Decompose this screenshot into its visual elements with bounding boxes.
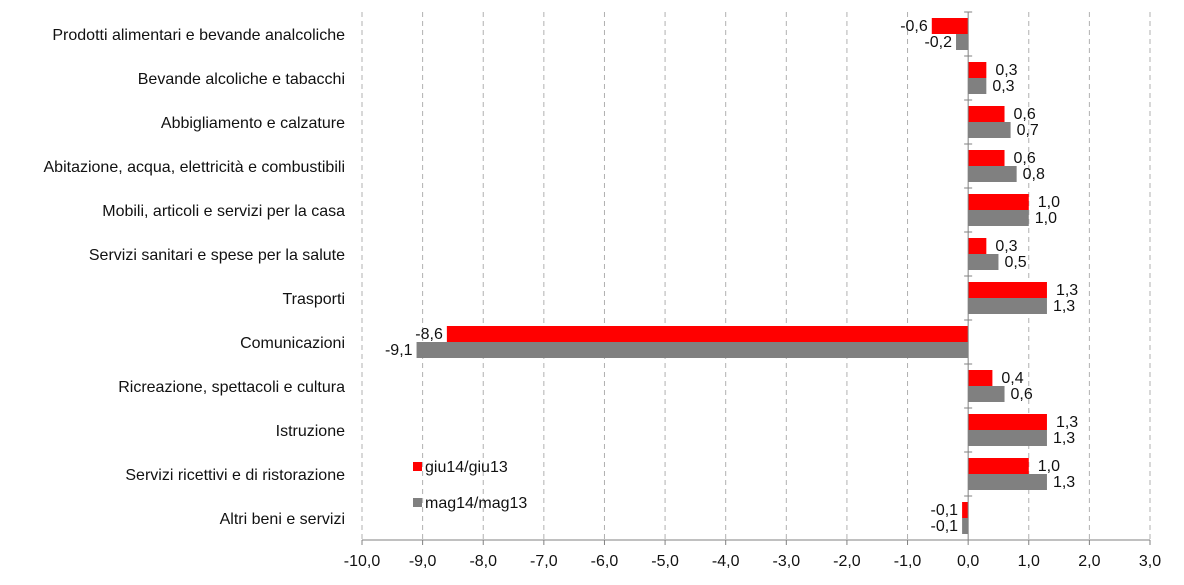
legend-swatch-giu14-giu13 bbox=[413, 462, 422, 471]
data-label: -0,1 bbox=[931, 502, 959, 519]
x-tick-label: -7,0 bbox=[530, 553, 558, 570]
data-label: -0,6 bbox=[900, 18, 928, 35]
bar-mag14-mag13 bbox=[968, 78, 987, 94]
bar-giu14-giu13 bbox=[968, 238, 987, 254]
category-label: Bevande alcoliche e tabacchi bbox=[138, 71, 345, 88]
x-tick-label: -6,0 bbox=[591, 553, 619, 570]
x-tick-label: 0,0 bbox=[957, 553, 979, 570]
legend-label-mag14-mag13: mag14/mag13 bbox=[425, 495, 527, 512]
bar-giu14-giu13 bbox=[968, 62, 987, 78]
bar-mag14-mag13 bbox=[968, 430, 1047, 446]
bar-mag14-mag13 bbox=[968, 210, 1029, 226]
category-label: Mobili, articoli e servizi per la casa bbox=[102, 203, 345, 220]
x-tick-label: -5,0 bbox=[651, 553, 679, 570]
data-label: 0,7 bbox=[1017, 122, 1039, 139]
data-label: 1,3 bbox=[1053, 474, 1075, 491]
grid-lines bbox=[361, 12, 1151, 540]
data-label: 1,3 bbox=[1053, 298, 1075, 315]
x-tick-label: -1,0 bbox=[894, 553, 922, 570]
category-label: Trasporti bbox=[282, 291, 345, 308]
bar-giu14-giu13 bbox=[968, 194, 1029, 210]
data-label: -8,6 bbox=[415, 326, 443, 343]
axes bbox=[361, 11, 1151, 545]
bar-giu14-giu13 bbox=[968, 414, 1047, 430]
data-label: 1,3 bbox=[1056, 282, 1078, 299]
data-label: 0,6 bbox=[1011, 386, 1033, 403]
bar-mag14-mag13 bbox=[962, 518, 969, 534]
bar-giu14-giu13 bbox=[968, 106, 1005, 122]
data-label: 1,3 bbox=[1056, 414, 1078, 431]
data-label: 0,3 bbox=[995, 238, 1017, 255]
category-label: Comunicazioni bbox=[240, 335, 345, 352]
data-label: 1,0 bbox=[1038, 458, 1060, 475]
data-label: -0,2 bbox=[924, 34, 952, 51]
bar-giu14-giu13 bbox=[968, 282, 1047, 298]
data-label: -9,1 bbox=[385, 342, 413, 359]
legend: giu14/giu13 mag14/mag13 bbox=[413, 459, 527, 512]
category-label: Ricreazione, spettacoli e cultura bbox=[118, 379, 345, 396]
x-tick-label: -10,0 bbox=[344, 553, 381, 570]
bar-mag14-mag13 bbox=[968, 166, 1017, 182]
bar-mag14-mag13 bbox=[968, 386, 1005, 402]
data-label: 0,5 bbox=[1004, 254, 1026, 271]
x-tick-label: -8,0 bbox=[469, 553, 497, 570]
category-label: Altri beni e servizi bbox=[220, 511, 345, 528]
bar-mag14-mag13 bbox=[968, 474, 1047, 490]
bar-giu14-giu13 bbox=[962, 502, 969, 518]
bar-mag14-mag13 bbox=[968, 298, 1047, 314]
bars bbox=[416, 18, 1047, 534]
legend-label-giu14-giu13: giu14/giu13 bbox=[425, 459, 508, 476]
bar-mag14-mag13 bbox=[416, 342, 969, 358]
x-tick-label: 3,0 bbox=[1139, 553, 1161, 570]
data-label: 0,6 bbox=[1014, 150, 1036, 167]
labels: -0,6-0,2 Prodotti alimentari e bevande an… bbox=[44, 18, 1162, 570]
bar-mag14-mag13 bbox=[968, 122, 1011, 138]
data-label: 1,0 bbox=[1035, 210, 1057, 227]
x-tick-label: 1,0 bbox=[1018, 553, 1040, 570]
legend-swatch-mag14-mag13 bbox=[413, 498, 422, 507]
bar-mag14-mag13 bbox=[968, 254, 999, 270]
data-label: 0,6 bbox=[1014, 106, 1036, 123]
category-label: Servizi sanitari e spese per la salute bbox=[89, 247, 345, 264]
data-label: 0,3 bbox=[995, 62, 1017, 79]
x-tick-label: 2,0 bbox=[1078, 553, 1100, 570]
data-label: 1,0 bbox=[1038, 194, 1060, 211]
x-tick-label: -4,0 bbox=[712, 553, 740, 570]
x-tick-label: -2,0 bbox=[833, 553, 861, 570]
x-tick-label: -3,0 bbox=[773, 553, 801, 570]
data-label: 0,8 bbox=[1023, 166, 1045, 183]
data-label: -0,1 bbox=[931, 518, 959, 535]
bar-giu14-giu13 bbox=[446, 326, 969, 342]
category-label: Servizi ricettivi e di ristorazione bbox=[125, 467, 345, 484]
bar-giu14-giu13 bbox=[931, 18, 969, 34]
category-label: Abitazione, acqua, elettricità e combust… bbox=[44, 159, 346, 176]
category-label: Prodotti alimentari e bevande analcolich… bbox=[52, 27, 345, 44]
category-label: Abbigliamento e calzature bbox=[161, 115, 345, 132]
bar-giu14-giu13 bbox=[968, 370, 993, 386]
x-tick-label: -9,0 bbox=[409, 553, 437, 570]
data-label: 0,4 bbox=[1001, 370, 1023, 387]
bar-giu14-giu13 bbox=[968, 458, 1029, 474]
category-label: Istruzione bbox=[276, 423, 345, 440]
bar-mag14-mag13 bbox=[956, 34, 969, 50]
data-label: 1,3 bbox=[1053, 430, 1075, 447]
data-label: 0,3 bbox=[992, 78, 1014, 95]
bar-giu14-giu13 bbox=[968, 150, 1005, 166]
